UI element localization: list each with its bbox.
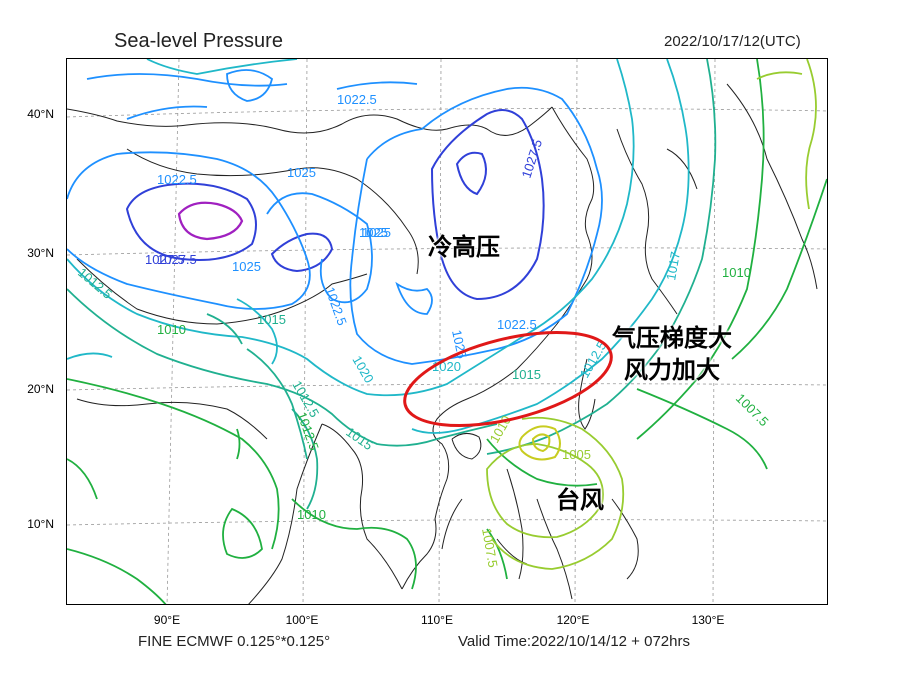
contour-label: 1027.5: [157, 252, 197, 267]
contour-label: 1007.5: [479, 527, 501, 569]
contour-label: 1022.5: [337, 92, 377, 107]
lat-label-20n: 20°N: [27, 382, 54, 396]
contour-label: 1025: [287, 165, 316, 180]
contour-label: 1022.5: [322, 285, 350, 327]
contour-label: 1025: [359, 225, 388, 240]
contours-midhigh: [67, 69, 603, 365]
lon-label-120e: 120°E: [556, 613, 590, 627]
coastlines: [67, 83, 818, 604]
contour-label: 1010: [157, 322, 186, 337]
cold-high-annotation: 冷高压: [428, 233, 500, 261]
map-title: Sea-level Pressure: [114, 30, 283, 52]
gradient-highlight-ellipse: [403, 330, 613, 428]
contours-lowest: [486, 59, 817, 570]
contours-low: [67, 59, 827, 604]
gradient-annotation: 气压梯度大 风力加大: [612, 322, 732, 386]
contour-label: 1010: [297, 507, 326, 522]
valid-time: Valid Time:2022/10/14/12 + 072hrs: [458, 633, 690, 650]
contour-label: 1027.5: [145, 252, 185, 267]
lon-label-130e: 130°E: [691, 613, 725, 627]
map-frame: 1022.5 1022.5 1025 1027.5 1025 1027.5 10…: [66, 58, 828, 605]
lon-label-110e: 110°E: [421, 613, 453, 627]
typhoon-annotation: 台风: [556, 486, 604, 514]
contours-high: [125, 109, 545, 301]
map-datetime: 2022/10/17/12(UTC): [664, 33, 801, 50]
gradient-annotation-line1: 气压梯度大: [612, 324, 732, 352]
contour-label: 1015: [343, 424, 375, 453]
contour-label: 1017: [663, 250, 683, 281]
contour-label: 1005: [562, 447, 591, 462]
lat-label-10n: 10°N: [27, 517, 54, 531]
contour-label: 1007.5: [733, 391, 772, 430]
lon-label-90e: 90°E: [153, 613, 181, 627]
lon-label-100e: 100°E: [285, 613, 319, 627]
contour-label: 1010: [487, 413, 514, 446]
contours-highest: [177, 201, 244, 241]
gradient-annotation-line2: 风力加大: [624, 356, 720, 384]
contour-label: 1022.5: [157, 172, 197, 187]
lat-label-40n: 40°N: [27, 107, 54, 121]
contour-label: 1025: [362, 225, 391, 240]
contours-typhoon-core: [518, 425, 561, 461]
contour-label: 1022.5: [497, 317, 537, 332]
lat-label-30n: 30°N: [27, 246, 54, 260]
contour-label: 1015: [257, 312, 286, 327]
contours-midlow: [67, 59, 717, 510]
contour-label: 1020: [349, 353, 376, 386]
contour-label: 1015: [512, 367, 541, 382]
contour-label: 1020: [432, 359, 461, 374]
pressure-map: 1022.5 1022.5 1025 1027.5 1025 1027.5 10…: [67, 59, 827, 604]
model-info: FINE ECMWF 0.125°*0.125°: [138, 633, 331, 650]
contour-label: 1010: [722, 265, 751, 280]
contour-label: 1025: [232, 259, 261, 274]
contour-label: 1012.5: [294, 410, 322, 452]
